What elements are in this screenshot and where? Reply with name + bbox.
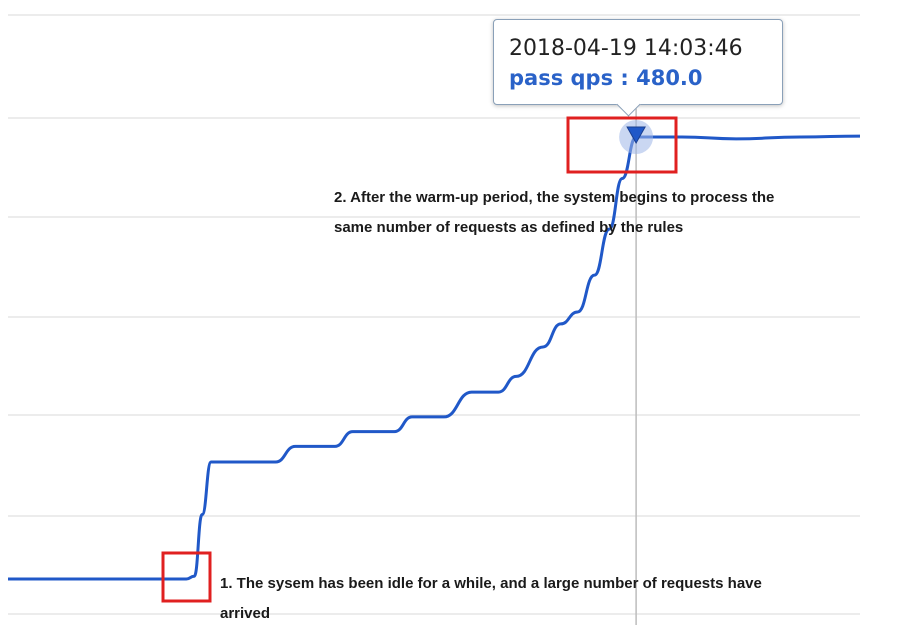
tooltip-timestamp: 2018-04-19 14:03:46 (509, 36, 743, 61)
annotation-warmup-line1: 2. After the warm-up period, the system … (334, 189, 775, 206)
tooltip-qps-value: pass qps : 480.0 (509, 66, 703, 90)
highlight-box-idle (161, 551, 212, 603)
annotation-idle: 1. The sysem has been idle for a while, … (220, 569, 762, 629)
highlight-box-warmup (566, 116, 678, 174)
highlight-marker-icon (626, 126, 646, 145)
annotation-warmup-line2: same number of requests as defined by th… (334, 219, 684, 236)
data-tooltip (493, 19, 783, 105)
annotation-idle-line1: 1. The sysem has been idle for a while, … (220, 575, 762, 592)
annotation-idle-line2: arrived (220, 605, 271, 622)
annotation-warmup: 2. After the warm-up period, the system … (334, 183, 774, 243)
